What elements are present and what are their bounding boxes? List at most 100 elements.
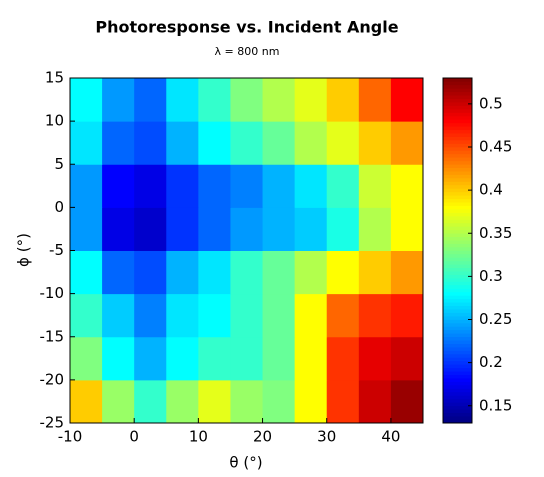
heat-cell	[230, 293, 264, 338]
y-tick-label: -15	[40, 327, 65, 345]
colorbar-swatch	[443, 181, 472, 186]
colorbar-tick-label: 0.25	[479, 310, 512, 328]
heat-cell	[134, 207, 167, 251]
heat-cell	[70, 121, 103, 165]
heat-cell	[294, 293, 328, 338]
heat-cell	[198, 207, 231, 251]
colorbar-swatch	[443, 260, 472, 265]
colorbar-swatch	[443, 163, 472, 168]
y-axis-label: ϕ (°)	[15, 233, 33, 267]
colorbar-swatch	[443, 419, 472, 424]
heat-cell	[326, 379, 360, 424]
colorbar-swatch	[443, 101, 472, 106]
colorbar-swatch	[443, 167, 472, 172]
heat-cell	[102, 78, 135, 122]
chart-subtitle: λ = 800 nm	[215, 45, 280, 58]
colorbar-swatch	[443, 270, 472, 275]
heat-cell	[230, 250, 264, 295]
colorbar-swatch	[443, 305, 472, 310]
heat-cell	[70, 207, 103, 251]
colorbar-swatch	[443, 291, 472, 296]
colorbar-swatch	[443, 333, 472, 338]
colorbar-swatch	[443, 139, 472, 144]
y-tick-label: -5	[49, 241, 64, 259]
heat-cell	[390, 293, 424, 338]
colorbar-swatch	[443, 91, 472, 96]
heat-cell	[230, 78, 264, 122]
colorbar-tick-label: 0.5	[479, 94, 503, 112]
heat-cell	[70, 379, 103, 424]
heat-cell	[166, 293, 199, 338]
heat-cell	[294, 207, 328, 251]
colorbar-swatch	[443, 415, 472, 420]
colorbar-swatch	[443, 360, 472, 365]
colorbar-swatch	[443, 277, 472, 282]
heat-cell	[70, 293, 103, 338]
heat-cell	[326, 78, 360, 122]
colorbar-swatch	[443, 326, 472, 331]
heat-cell	[262, 207, 296, 251]
colorbar-swatch	[443, 81, 472, 86]
colorbar-swatch	[443, 98, 472, 103]
heat-cell	[326, 336, 360, 381]
heat-cell	[134, 250, 167, 295]
x-tick-label: 20	[253, 428, 272, 446]
colorbar-swatch	[443, 232, 472, 237]
colorbar-swatch	[443, 146, 472, 151]
heat-cell	[230, 379, 264, 424]
colorbar-swatch	[443, 229, 472, 234]
colorbar-swatch	[443, 388, 472, 393]
heat-cell	[262, 336, 296, 381]
colorbar-tick-label: 0.15	[479, 396, 512, 414]
colorbar-swatch	[443, 257, 472, 262]
colorbar-swatch	[443, 381, 472, 386]
heat-cell	[294, 164, 328, 208]
colorbar-swatch	[443, 412, 472, 417]
colorbar-swatch	[443, 370, 472, 375]
y-tick-label: 15	[45, 69, 64, 87]
heat-cell	[294, 250, 328, 295]
colorbar-swatch	[443, 88, 472, 93]
colorbar-swatch	[443, 119, 472, 124]
heat-cell	[198, 250, 231, 295]
colorbar-swatch	[443, 315, 472, 320]
colorbar-swatch	[443, 105, 472, 110]
heat-cell	[358, 121, 392, 165]
heat-cell	[166, 121, 199, 165]
colorbar-swatch	[443, 136, 472, 141]
colorbar-swatch	[443, 405, 472, 410]
colorbar-swatch	[443, 215, 472, 220]
colorbar-swatch	[443, 374, 472, 379]
heat-cell	[358, 293, 392, 338]
heat-cell	[166, 336, 199, 381]
heat-cell	[198, 379, 231, 424]
colorbar-swatch	[443, 188, 472, 193]
x-tick-label: -10	[58, 428, 83, 446]
colorbar-swatch	[443, 198, 472, 203]
colorbar-swatch	[443, 281, 472, 286]
colorbar-swatch	[443, 339, 472, 344]
heat-cell	[198, 78, 231, 122]
heat-cell	[358, 78, 392, 122]
y-tick-label: -20	[40, 370, 65, 388]
heat-cell	[326, 250, 360, 295]
colorbar-tick-label: 0.45	[479, 138, 512, 156]
heat-cell	[134, 78, 167, 122]
heat-cell	[102, 207, 135, 251]
x-tick-label: 0	[129, 428, 139, 446]
y-tick-label: -25	[40, 414, 65, 432]
colorbar-swatch	[443, 408, 472, 413]
colorbar-swatch	[443, 357, 472, 362]
x-tick-label: 10	[189, 428, 208, 446]
colorbar-tick-label: 0.3	[479, 267, 503, 285]
x-axis-label: θ (°)	[229, 454, 262, 472]
colorbar-swatch	[443, 243, 472, 248]
colorbar-tick-label: 0.35	[479, 224, 512, 242]
heat-cell	[134, 121, 167, 165]
heat-cell	[166, 164, 199, 208]
heat-cell	[358, 250, 392, 295]
colorbar-swatch	[443, 115, 472, 120]
colorbar-swatch	[443, 126, 472, 131]
chart-title: Photoresponse vs. Incident Angle	[95, 18, 398, 37]
heat-cell	[230, 121, 264, 165]
